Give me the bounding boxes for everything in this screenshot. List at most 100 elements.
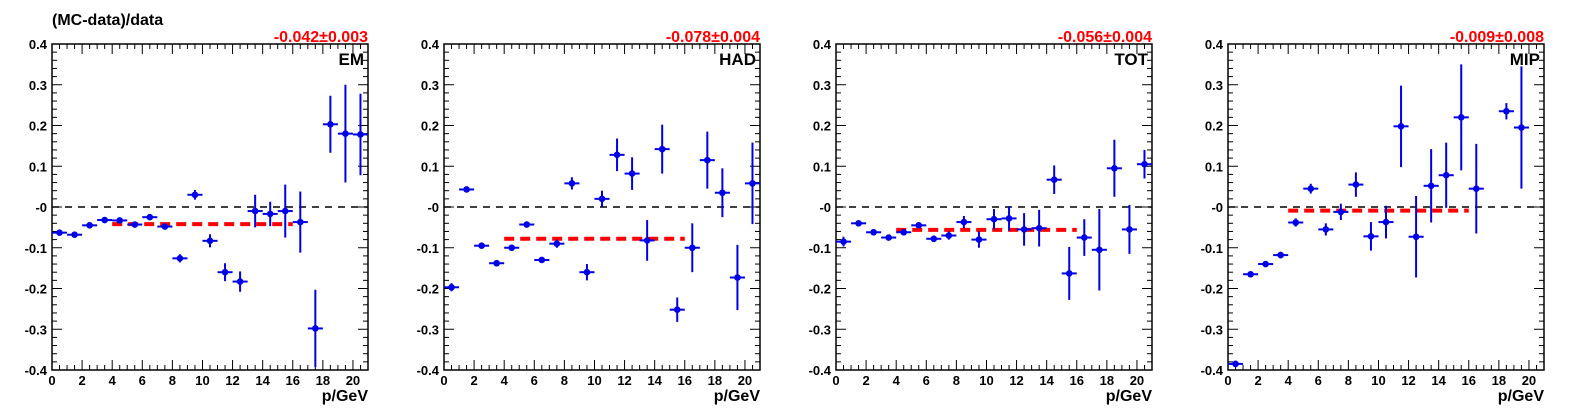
data-point xyxy=(609,138,625,172)
data-point xyxy=(1378,205,1394,239)
marker xyxy=(855,220,862,227)
marker xyxy=(1427,182,1435,190)
x-tick-label: 8 xyxy=(953,373,960,388)
data-point xyxy=(836,236,852,247)
y-tick-label: -0.1 xyxy=(417,241,439,256)
marker xyxy=(342,130,349,137)
marker xyxy=(945,232,953,239)
x-tick-label: 0 xyxy=(440,373,447,388)
data-point xyxy=(202,234,218,248)
data-point xyxy=(172,254,188,263)
y-tick-label: -0.4 xyxy=(1201,363,1224,378)
marker xyxy=(1111,164,1118,172)
marker xyxy=(749,180,756,187)
data-point xyxy=(941,231,957,240)
data-point xyxy=(277,184,293,238)
marker xyxy=(463,186,470,193)
x-tick-label: 4 xyxy=(501,373,509,388)
marker xyxy=(658,145,666,153)
panel-em: -0.4 -0.3 -0.2 -0.1 -0 0.1 0.2 0.3 0.4 0 2 4 6 8 10 12 1… xyxy=(25,29,369,405)
data-point xyxy=(654,124,670,174)
marker xyxy=(628,170,636,177)
panel-label: HAD xyxy=(719,50,756,69)
marker xyxy=(56,229,63,236)
data-point xyxy=(504,244,520,252)
marker xyxy=(688,244,696,252)
x-axis-title: p/GeV xyxy=(714,388,761,405)
y-tick-label: 0.3 xyxy=(29,78,47,93)
data-point xyxy=(1121,204,1137,254)
marker xyxy=(613,151,621,159)
x-tick-label: 16 xyxy=(678,373,692,388)
x-tick-label: 16 xyxy=(1462,373,1476,388)
marker xyxy=(553,240,561,247)
marker xyxy=(900,228,908,236)
data-point xyxy=(157,223,173,230)
marker xyxy=(1442,171,1450,179)
data-point xyxy=(67,231,83,239)
data-point xyxy=(1453,64,1469,171)
data-point xyxy=(519,221,535,228)
marker xyxy=(734,274,741,281)
x-tick-label: 12 xyxy=(1009,373,1023,388)
data-point xyxy=(52,229,68,236)
y-tick-label: -0.3 xyxy=(25,322,47,337)
y-tick-label: 0.4 xyxy=(29,37,48,52)
data-point xyxy=(624,157,640,190)
data-point xyxy=(232,271,248,292)
x-tick-label: 18 xyxy=(1100,373,1114,388)
marker xyxy=(1322,226,1330,233)
x-tick-label: 12 xyxy=(1401,373,1415,388)
marker xyxy=(357,131,364,138)
data-point xyxy=(851,220,867,227)
panel-tot: -0.4 -0.3 -0.2 -0.1 -0 0.1 0.2 0.3 0.4 0 2 4 6 8 10 12 1… xyxy=(809,29,1153,405)
panel-mip: -0.4 -0.3 -0.2 -0.1 -0 0.1 0.2 0.3 0.4 0 2 4 6 8 10 12 1… xyxy=(1201,29,1545,405)
data-point xyxy=(1468,143,1484,234)
x-tick-label: 4 xyxy=(1285,373,1293,388)
x-tick-label: 6 xyxy=(139,373,146,388)
marker xyxy=(1020,226,1028,233)
data-point xyxy=(1408,195,1424,278)
fit-result: -0.042±0.003 xyxy=(274,29,368,46)
data-point xyxy=(1001,206,1017,231)
x-tick-label: 6 xyxy=(531,373,538,388)
data-point xyxy=(1273,251,1289,259)
y-tick-label: -0.3 xyxy=(417,322,439,337)
x-tick-label: 8 xyxy=(1345,373,1352,388)
marker xyxy=(975,236,983,243)
data-point xyxy=(1046,165,1062,194)
panel-label: EM xyxy=(339,50,365,69)
data-point xyxy=(1318,223,1334,236)
data-point xyxy=(1363,222,1379,251)
y-tick-label: -0.1 xyxy=(1201,241,1223,256)
data-point xyxy=(579,264,595,281)
y-tick-label: -0 xyxy=(35,200,47,215)
data-point xyxy=(142,213,158,221)
marker xyxy=(1080,234,1088,241)
data-point xyxy=(337,84,353,183)
data-point xyxy=(729,244,745,311)
y-tick-label: 0.3 xyxy=(1205,78,1223,93)
x-tick-label: 2 xyxy=(862,373,869,388)
data-point xyxy=(97,216,113,224)
marker xyxy=(296,218,304,226)
marker xyxy=(1096,246,1103,254)
marker xyxy=(598,195,606,203)
marker xyxy=(101,216,108,224)
data-point xyxy=(986,209,1002,230)
fit-result: -0.056±0.004 xyxy=(1058,29,1152,46)
marker xyxy=(327,120,334,128)
marker xyxy=(885,234,892,241)
y-tick-label: 0.3 xyxy=(421,78,439,93)
x-tick-label: 6 xyxy=(923,373,930,388)
marker xyxy=(915,222,923,229)
marker xyxy=(1382,218,1390,226)
marker xyxy=(643,237,651,244)
y-tick-label: -0.4 xyxy=(809,363,832,378)
x-tick-label: 10 xyxy=(979,373,993,388)
data-point xyxy=(1258,260,1274,268)
data-point xyxy=(1228,360,1244,368)
panel-had: -0.4 -0.3 -0.2 -0.1 -0 0.1 0.2 0.3 0.4 0 2 4 6 8 10 12 1… xyxy=(417,29,761,405)
data-point xyxy=(1303,183,1319,194)
